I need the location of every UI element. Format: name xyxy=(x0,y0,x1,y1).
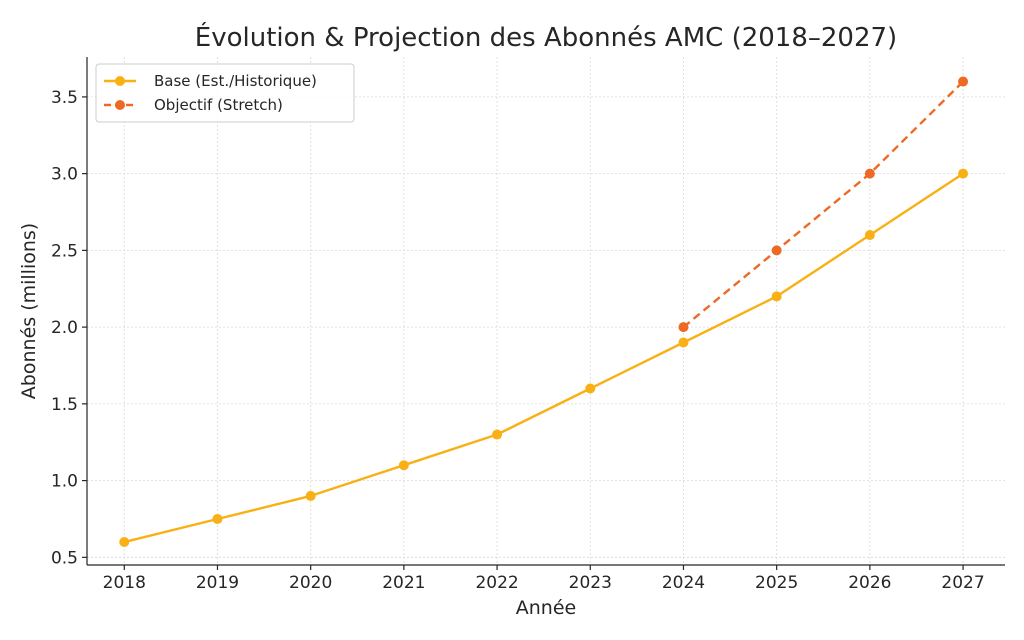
data-point xyxy=(119,536,130,547)
x-tick-label: 2021 xyxy=(382,573,425,593)
data-point xyxy=(771,291,782,302)
y-tick-label: 1.5 xyxy=(51,395,78,415)
x-tick-label: 2019 xyxy=(196,573,239,593)
data-point xyxy=(212,513,223,524)
data-point xyxy=(678,322,689,333)
y-tick-label: 2.0 xyxy=(51,318,78,338)
data-point xyxy=(958,76,969,87)
data-point xyxy=(958,168,969,179)
data-point xyxy=(585,383,596,394)
data-point xyxy=(305,490,316,501)
legend-label: Base (Est./Historique) xyxy=(154,72,317,90)
chart-title: Évolution & Projection des Abonnés AMC (… xyxy=(195,21,897,53)
x-tick-label: 2024 xyxy=(662,573,705,593)
tick-labels: 2018 2019 2020 2021 2022 2023 2024 2025 2026 2027… xyxy=(51,88,985,593)
legend: Base (Est./Historique) Objectif (Stretch) xyxy=(95,63,355,123)
series-objectif xyxy=(678,76,969,333)
legend-swatch-marker xyxy=(115,100,125,110)
y-tick-label: 3.5 xyxy=(51,88,78,108)
legend-label: Objectif (Stretch) xyxy=(154,96,283,114)
x-tick-label: 2026 xyxy=(848,573,891,593)
x-tick-label: 2027 xyxy=(941,573,984,593)
series-layer xyxy=(119,76,969,547)
data-point xyxy=(398,460,409,471)
axes xyxy=(86,57,1005,566)
y-tick-label: 1.0 xyxy=(51,472,78,492)
series-base xyxy=(119,168,969,547)
grid xyxy=(87,57,1005,565)
x-tick-label: 2018 xyxy=(103,573,146,593)
x-tick-label: 2025 xyxy=(755,573,798,593)
data-point xyxy=(864,168,875,179)
legend-box xyxy=(95,63,355,123)
y-tick-label: 0.5 xyxy=(51,548,78,568)
legend-swatch-marker xyxy=(115,76,125,86)
data-point xyxy=(492,429,503,440)
y-tick-label: 2.5 xyxy=(51,241,78,261)
y-tick-label: 3.0 xyxy=(51,165,78,185)
series-line xyxy=(682,80,964,329)
x-tick-label: 2023 xyxy=(569,573,612,593)
x-axis-label: Année xyxy=(516,597,576,619)
data-point xyxy=(864,230,875,241)
y-axis-label: Abonnés (millions) xyxy=(18,223,40,399)
series-line xyxy=(124,172,964,544)
data-point xyxy=(771,245,782,256)
x-tick-label: 2020 xyxy=(289,573,332,593)
x-tick-label: 2022 xyxy=(475,573,518,593)
data-point xyxy=(678,337,689,348)
